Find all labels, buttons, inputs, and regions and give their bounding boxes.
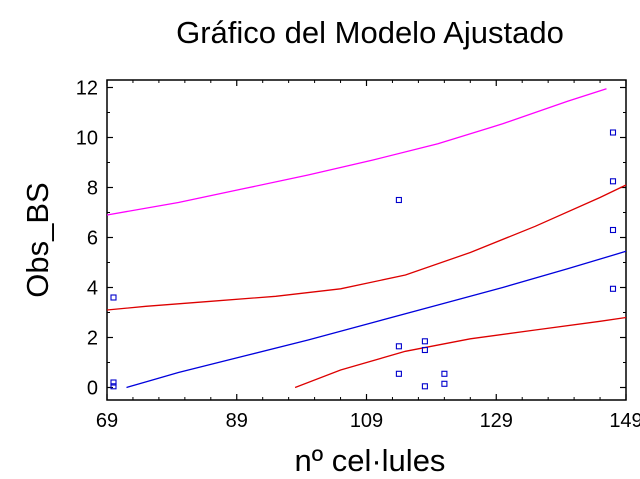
data-point xyxy=(110,379,117,386)
data-point xyxy=(395,196,402,204)
data-point xyxy=(110,383,117,390)
x-tick-label: 149 xyxy=(609,410,640,432)
data-point xyxy=(395,343,402,350)
y-tick-label: 8 xyxy=(87,178,98,200)
y-tick-label: 10 xyxy=(76,128,98,150)
fit-line xyxy=(106,88,607,216)
y-tick-label: 4 xyxy=(87,278,98,300)
data-point xyxy=(421,346,428,354)
x-axis-label: nº cel·lules xyxy=(295,443,446,478)
plot-frame xyxy=(106,79,627,401)
x-tick-label: 109 xyxy=(350,410,383,432)
y-tick-label: 2 xyxy=(87,328,98,350)
fit-line xyxy=(294,316,627,389)
fit-lines xyxy=(106,88,627,389)
data-point xyxy=(609,285,617,292)
data-point xyxy=(441,380,448,387)
data-point xyxy=(441,370,448,377)
y-tick-label: 6 xyxy=(87,228,98,250)
data-point xyxy=(110,294,117,301)
y-tick-label: 0 xyxy=(87,378,98,400)
fit-line xyxy=(106,184,627,311)
data-points xyxy=(110,129,617,390)
data-point xyxy=(609,178,617,185)
y-axis-label: Obs_BS xyxy=(20,182,55,297)
x-tick-label: 129 xyxy=(480,410,513,432)
data-point xyxy=(421,338,428,345)
axis-ticks: 69 89 109 129 149 0 2 4 6 8 10 12 xyxy=(76,78,640,433)
x-tick-label: 69 xyxy=(96,410,118,432)
data-point xyxy=(395,370,402,377)
y-tick-label: 12 xyxy=(76,78,98,100)
x-tick-label: 89 xyxy=(226,410,248,432)
fit-line xyxy=(126,250,627,389)
data-point xyxy=(609,226,617,234)
data-point xyxy=(421,383,428,390)
data-point xyxy=(609,129,617,136)
chart-title: Gráfico del Modelo Ajustado xyxy=(176,15,564,50)
